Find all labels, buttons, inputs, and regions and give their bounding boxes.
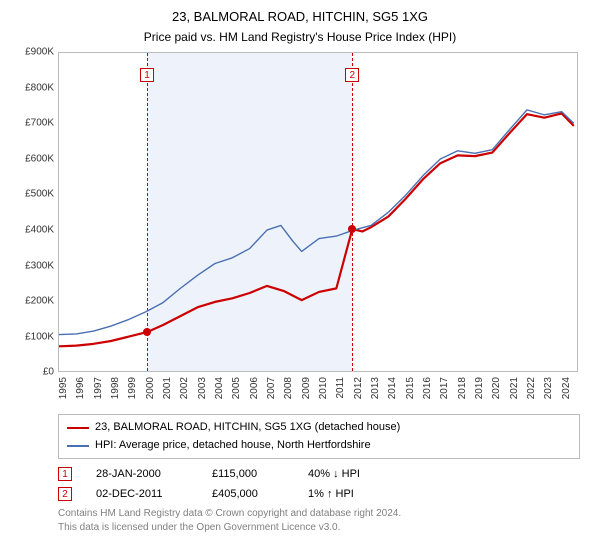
event-marker-dot-1: [143, 328, 151, 336]
x-tick-label: 2018: [457, 377, 468, 417]
x-tick-label: 2022: [526, 377, 537, 417]
sale-delta: 40% ↓ HPI: [308, 468, 360, 480]
sale-date: 28-JAN-2000: [96, 468, 188, 480]
plot-region: 12: [58, 52, 578, 372]
x-tick-label: 2007: [266, 377, 277, 417]
attribution-line-1: Contains HM Land Registry data © Crown c…: [58, 507, 580, 521]
x-tick-label: 2001: [162, 377, 173, 417]
event-marker-dot-2: [348, 225, 356, 233]
x-tick-label: 2024: [561, 377, 572, 417]
x-tick-label: 2013: [370, 377, 381, 417]
x-tick-label: 2015: [405, 377, 416, 417]
y-tick-label: £100K: [10, 331, 54, 342]
series-hpi: [59, 110, 574, 335]
sale-price: £115,000: [212, 468, 284, 480]
title-line-2: Price paid vs. HM Land Registry's House …: [10, 30, 590, 44]
x-tick-label: 2016: [422, 377, 433, 417]
y-tick-label: £700K: [10, 118, 54, 129]
x-tick-label: 2000: [145, 377, 156, 417]
y-tick-label: £400K: [10, 224, 54, 235]
legend: 23, BALMORAL ROAD, HITCHIN, SG5 1XG (det…: [58, 414, 580, 459]
x-tick-label: 2012: [353, 377, 364, 417]
event-marker-box-1: 1: [140, 68, 154, 82]
legend-swatch: [67, 427, 89, 429]
sale-row: 1 28-JAN-2000 £115,000 40% ↓ HPI: [58, 467, 590, 481]
legend-label: 23, BALMORAL ROAD, HITCHIN, SG5 1XG (det…: [95, 419, 400, 437]
x-tick-label: 1998: [110, 377, 121, 417]
x-tick-label: 2020: [491, 377, 502, 417]
x-tick-label: 1997: [93, 377, 104, 417]
sale-price: £405,000: [212, 488, 284, 500]
x-tick-label: 2014: [387, 377, 398, 417]
legend-item: HPI: Average price, detached house, Nort…: [67, 437, 571, 455]
sale-delta: 1% ↑ HPI: [308, 488, 354, 500]
series-svg: [59, 53, 579, 373]
title-line-1: 23, BALMORAL ROAD, HITCHIN, SG5 1XG: [10, 8, 590, 26]
x-tick-label: 1996: [75, 377, 86, 417]
x-tick-label: 2019: [474, 377, 485, 417]
sale-marker: 2: [58, 487, 72, 501]
y-tick-label: £300K: [10, 260, 54, 271]
x-tick-label: 2003: [197, 377, 208, 417]
sales-table: 1 28-JAN-2000 £115,000 40% ↓ HPI 2 02-DEC-201…: [58, 467, 590, 501]
y-tick-label: £600K: [10, 153, 54, 164]
event-marker-box-2: 2: [345, 68, 359, 82]
attribution-line-2: This data is licensed under the Open Gov…: [58, 521, 580, 535]
legend-item: 23, BALMORAL ROAD, HITCHIN, SG5 1XG (det…: [67, 419, 571, 437]
chart-container: 23, BALMORAL ROAD, HITCHIN, SG5 1XG Pric…: [0, 0, 600, 544]
x-tick-label: 2021: [509, 377, 520, 417]
y-tick-label: £800K: [10, 82, 54, 93]
x-tick-label: 2008: [283, 377, 294, 417]
y-tick-label: £900K: [10, 47, 54, 58]
x-tick-label: 2009: [301, 377, 312, 417]
sale-marker: 1: [58, 467, 72, 481]
sale-date: 02-DEC-2011: [96, 488, 188, 500]
x-tick-label: 2011: [335, 377, 346, 417]
x-tick-label: 1995: [58, 377, 69, 417]
x-tick-label: 2006: [249, 377, 260, 417]
x-tick-label: 2017: [439, 377, 450, 417]
chart-area: £0 £100K £200K £300K £400K £500K £600K £700K £80…: [10, 52, 590, 412]
x-tick-label: 2004: [214, 377, 225, 417]
attribution: Contains HM Land Registry data © Crown c…: [58, 507, 580, 534]
x-tick-label: 2010: [318, 377, 329, 417]
legend-swatch: [67, 445, 89, 447]
y-tick-label: £200K: [10, 296, 54, 307]
y-tick-label: £0: [10, 367, 54, 378]
x-tick-label: 2002: [179, 377, 190, 417]
y-tick-label: £500K: [10, 189, 54, 200]
legend-label: HPI: Average price, detached house, Nort…: [95, 437, 371, 455]
series-property: [59, 114, 574, 347]
sale-row: 2 02-DEC-2011 £405,000 1% ↑ HPI: [58, 487, 590, 501]
x-tick-label: 2023: [543, 377, 554, 417]
x-tick-label: 2005: [231, 377, 242, 417]
x-tick-label: 1999: [127, 377, 138, 417]
